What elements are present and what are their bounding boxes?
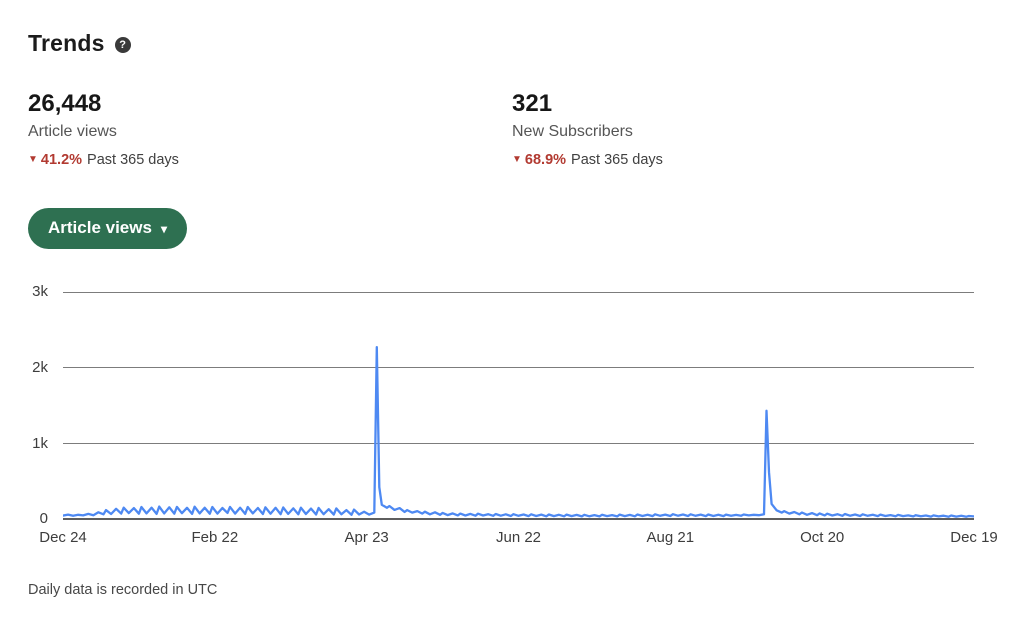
x-axis-label: Apr 23 <box>344 529 389 547</box>
trends-chart: 3k 2k 1k 0 Dec 24 Feb 22 Apr 23 Jun 22 Aug 21 Oct… <box>0 280 1024 555</box>
metric-selector-button[interactable]: Article views ▾ <box>28 208 187 250</box>
stats-row: 26,448 Article views ▼ 41.2% Past 365 da… <box>28 91 996 168</box>
chevron-down-icon: ▾ <box>160 222 167 237</box>
gridline <box>63 367 974 369</box>
delta-percent: 41.2% <box>40 152 83 169</box>
stat-delta: ▼ 41.2% Past 365 days <box>28 152 512 168</box>
x-axis-label: Aug 21 <box>646 529 695 547</box>
stat-delta: ▼ 68.9% Past 365 days <box>512 152 996 168</box>
stat-new-subscribers: 321 New Subscribers ▼ 68.9% Past 365 day… <box>512 91 996 168</box>
y-axis-label: 1k <box>32 434 48 452</box>
page-header: Trends ? <box>0 0 1024 57</box>
delta-percent: 68.9% <box>524 152 567 169</box>
x-axis-label: Dec 19 <box>950 529 998 547</box>
down-arrow-icon: ▼ <box>28 154 38 166</box>
delta-period: Past 365 days <box>87 152 179 169</box>
x-axis-line <box>63 518 974 521</box>
y-axis-label: 3k <box>32 283 48 301</box>
delta-period: Past 365 days <box>571 152 663 169</box>
help-icon[interactable]: ? <box>114 37 131 53</box>
stat-value: 26,448 <box>28 90 102 117</box>
article-views-line-chart[interactable] <box>63 280 974 525</box>
page-title: Trends <box>28 30 105 56</box>
gridline <box>63 291 974 293</box>
x-axis-label: Jun 22 <box>495 529 542 547</box>
stat-article-views: 26,448 Article views ▼ 41.2% Past 365 da… <box>28 91 512 168</box>
metric-selector-label: Article views <box>48 218 152 238</box>
gridline <box>63 443 974 445</box>
y-axis-label: 0 <box>39 510 48 528</box>
x-axis-label: Feb 22 <box>191 529 239 547</box>
y-axis-label: 2k <box>32 358 48 376</box>
stat-label: New Subscribers <box>512 123 633 141</box>
footer-note: Daily data is recorded in UTC <box>28 582 218 599</box>
x-axis-label: Dec 24 <box>39 529 87 547</box>
stat-label: Article views <box>28 123 117 141</box>
article-views-series-line <box>63 346 974 519</box>
stat-value: 321 <box>512 90 553 117</box>
down-arrow-icon: ▼ <box>512 154 522 166</box>
x-axis-label: Oct 20 <box>800 529 845 547</box>
